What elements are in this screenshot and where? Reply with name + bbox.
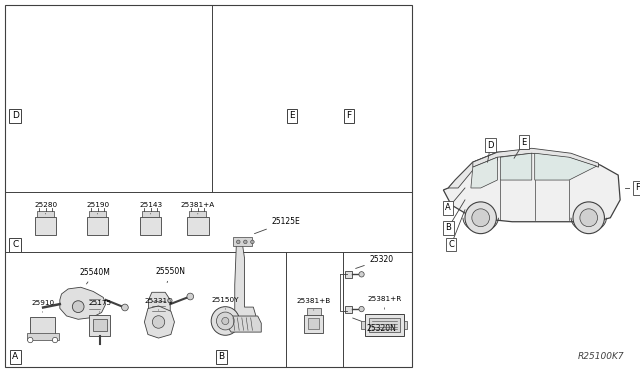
Bar (345, 271, 352, 278)
Polygon shape (471, 157, 497, 188)
Text: C: C (12, 240, 19, 249)
Text: 25175: 25175 (88, 300, 111, 312)
Circle shape (472, 209, 490, 227)
Bar (307, 308, 321, 315)
Bar (308, 318, 319, 329)
Bar (362, 321, 365, 328)
Circle shape (52, 337, 58, 343)
Text: A: A (445, 203, 451, 212)
Bar (142, 211, 159, 217)
Text: 25150Y: 25150Y (212, 297, 239, 309)
Circle shape (237, 240, 240, 244)
Bar (189, 211, 207, 217)
Polygon shape (60, 287, 106, 319)
Text: E: E (521, 138, 527, 147)
Bar (365, 314, 404, 336)
Bar (87, 217, 108, 235)
Circle shape (211, 307, 239, 335)
Text: C: C (448, 240, 454, 249)
Circle shape (359, 307, 364, 312)
Circle shape (359, 272, 364, 277)
Polygon shape (145, 306, 175, 338)
Text: 25190: 25190 (86, 202, 109, 214)
Text: A: A (12, 352, 18, 361)
Polygon shape (148, 292, 170, 319)
Text: B: B (445, 223, 451, 232)
Bar (35, 217, 56, 235)
Bar (345, 305, 352, 312)
Text: 25320: 25320 (356, 255, 394, 269)
Bar (369, 318, 401, 332)
Text: 25550N: 25550N (156, 267, 186, 283)
Text: F: F (636, 183, 640, 192)
Polygon shape (500, 153, 532, 180)
Text: 25320N: 25320N (353, 318, 397, 333)
Text: 25381+R: 25381+R (367, 296, 401, 309)
Polygon shape (226, 316, 261, 332)
Circle shape (122, 304, 128, 311)
Text: D: D (487, 141, 493, 150)
Circle shape (580, 209, 598, 227)
Circle shape (573, 202, 604, 234)
Text: R25100K7: R25100K7 (577, 352, 624, 361)
Text: F: F (346, 111, 351, 120)
Bar (233, 237, 252, 246)
Bar (89, 211, 106, 217)
Polygon shape (444, 150, 620, 222)
Circle shape (251, 240, 254, 244)
Text: B: B (218, 352, 225, 361)
Text: 25125E: 25125E (255, 217, 301, 234)
Bar (187, 217, 209, 235)
Bar (30, 317, 55, 336)
Bar (404, 321, 408, 328)
Circle shape (244, 240, 247, 244)
Polygon shape (235, 240, 256, 325)
Text: 25910: 25910 (31, 300, 54, 312)
Polygon shape (448, 152, 497, 188)
Text: 25381+B: 25381+B (296, 298, 331, 310)
Circle shape (187, 293, 193, 300)
Bar (140, 217, 161, 235)
Text: D: D (12, 111, 19, 120)
Bar (93, 318, 107, 331)
Bar (89, 315, 110, 336)
Bar (37, 211, 54, 217)
Circle shape (152, 316, 164, 328)
Circle shape (222, 317, 229, 324)
Circle shape (216, 312, 234, 330)
Text: 25540M: 25540M (79, 268, 110, 284)
Bar (304, 315, 323, 333)
Text: 25381+A: 25381+A (180, 202, 215, 214)
Text: 25331Q: 25331Q (144, 298, 173, 310)
Circle shape (28, 337, 33, 343)
Text: 25280: 25280 (34, 202, 57, 214)
Bar (5, 5, 412, 367)
Polygon shape (473, 148, 598, 167)
Circle shape (72, 301, 84, 312)
Circle shape (465, 202, 497, 234)
Bar (27, 333, 58, 340)
Polygon shape (534, 153, 596, 180)
Text: 25143: 25143 (139, 202, 163, 214)
Text: E: E (289, 111, 295, 120)
